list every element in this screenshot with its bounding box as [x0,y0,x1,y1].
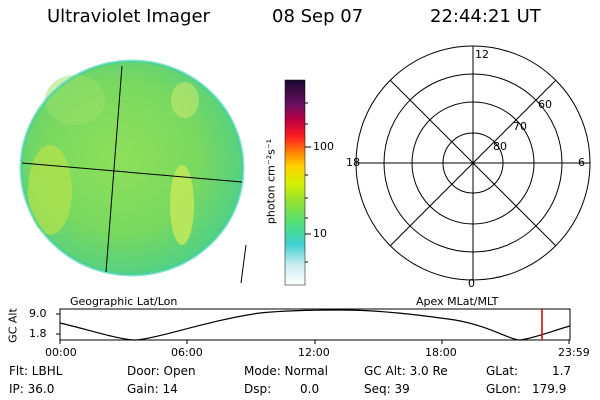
timeline-x-tick-4: 23:59 [558,346,590,359]
image-date: 08 Sep 07 [272,6,364,27]
timeline-x-tick-0: 00:00 [45,346,77,359]
timeline-right-title: Apex MLat/MLT [416,295,499,308]
info-glon-label: GLon: [486,382,521,396]
mlt-label-12: 12 [475,48,489,61]
image-time: 22:44:21 UT [430,6,541,27]
timeline-x-tick-1: 06:00 [171,346,203,359]
image-title: Ultraviolet Imager [47,6,210,27]
stray-line [240,244,247,284]
info-glon-value: 179.9 [532,382,567,396]
mlt-label-0: 0 [468,277,475,290]
uv-disk-image [19,59,245,277]
timeline-x-tick-3: 18:00 [425,346,457,359]
polar-plot [355,45,591,281]
timeline-y-tick-high: 9.0 [29,307,47,320]
colorbar-tick-100: 100 [313,140,334,153]
mlt-label-6: 6 [578,156,585,169]
info-mode: Mode: Normal [244,364,328,378]
colorbar-unit-label: photon cm⁻²s⁻¹ [264,138,278,225]
timeline-frame [59,308,571,341]
colorbar [284,79,306,286]
lat-label-80: 80 [493,140,507,153]
timeline-y-tick-low: 1.8 [29,327,47,340]
info-glat-value: 1.7 [552,364,572,378]
lat-label-70: 70 [513,120,527,133]
timeline-y-ticks [56,313,60,335]
colorbar-tick-10: 10 [313,227,327,240]
info-glat-label: GLat: [486,364,519,378]
timeline-left-title: Geographic Lat/Lon [70,295,178,308]
timeline-x-tick-2: 12:00 [298,346,330,359]
colorbar-ticks [305,102,311,263]
info-door: Door: Open [127,364,196,378]
info-dsp-value: 0.0 [300,382,320,396]
timeline-axis-label: GC Alt [6,308,20,343]
timeline-x-ticks [59,340,570,344]
info-dsp-label: Dsp: [244,382,272,396]
info-flt: Flt: LBHL [9,364,63,378]
lat-label-60: 60 [538,98,552,111]
mlt-label-18: 18 [346,156,360,169]
info-gcalt: GC Alt: 3.0 Re [364,364,448,378]
altitude-curve [59,309,571,341]
info-seq: Seq: 39 [364,382,410,396]
info-ip: IP: 36.0 [9,382,55,396]
info-gain: Gain: 14 [127,382,178,396]
